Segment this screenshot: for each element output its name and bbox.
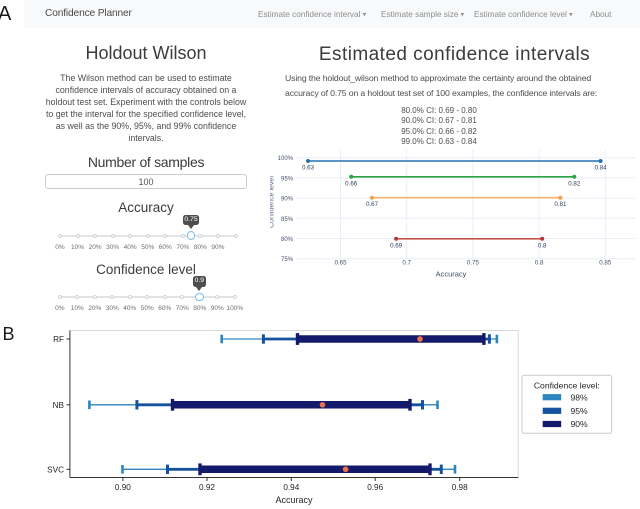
svg-text:0.8: 0.8 [535,260,544,267]
svg-text:0.98: 0.98 [452,483,468,492]
svg-text:NB: NB [53,401,65,410]
svg-text:0.7: 0.7 [402,260,411,267]
svg-text:SVC: SVC [47,465,64,474]
svg-text:0.96: 0.96 [367,483,383,492]
svg-text:0.66: 0.66 [345,180,358,187]
svg-text:0.90: 0.90 [115,483,131,492]
svg-text:0.65: 0.65 [334,260,347,267]
svg-text:100%: 100% [278,156,294,162]
svg-text:0.82: 0.82 [568,180,581,187]
svg-text:95%: 95% [281,176,294,182]
svg-text:0.69: 0.69 [390,242,403,249]
svg-text:95%: 95% [571,406,589,416]
svg-text:90%: 90% [571,419,589,429]
svg-text:0.63: 0.63 [302,165,315,172]
svg-text:75%: 75% [281,257,294,263]
svg-text:98%: 98% [571,392,589,402]
svg-text:0.85: 0.85 [599,260,612,267]
svg-text:Accuracy: Accuracy [436,270,467,279]
svg-text:85%: 85% [281,217,294,223]
svg-text:Confidence level: Confidence level [270,176,276,228]
svg-text:Confidence level:: Confidence level: [534,381,600,391]
svg-text:0.92: 0.92 [199,483,215,492]
svg-text:0.94: 0.94 [283,483,299,492]
svg-text:0.8: 0.8 [538,242,547,249]
svg-text:90%: 90% [281,197,294,203]
svg-text:RF: RF [53,335,64,344]
svg-text:0.84: 0.84 [595,165,608,172]
svg-text:0.67: 0.67 [366,201,379,208]
svg-text:0.81: 0.81 [554,201,567,208]
svg-text:0.75: 0.75 [467,260,480,267]
svg-text:Accuracy: Accuracy [275,495,313,505]
svg-text:80%: 80% [281,237,294,243]
